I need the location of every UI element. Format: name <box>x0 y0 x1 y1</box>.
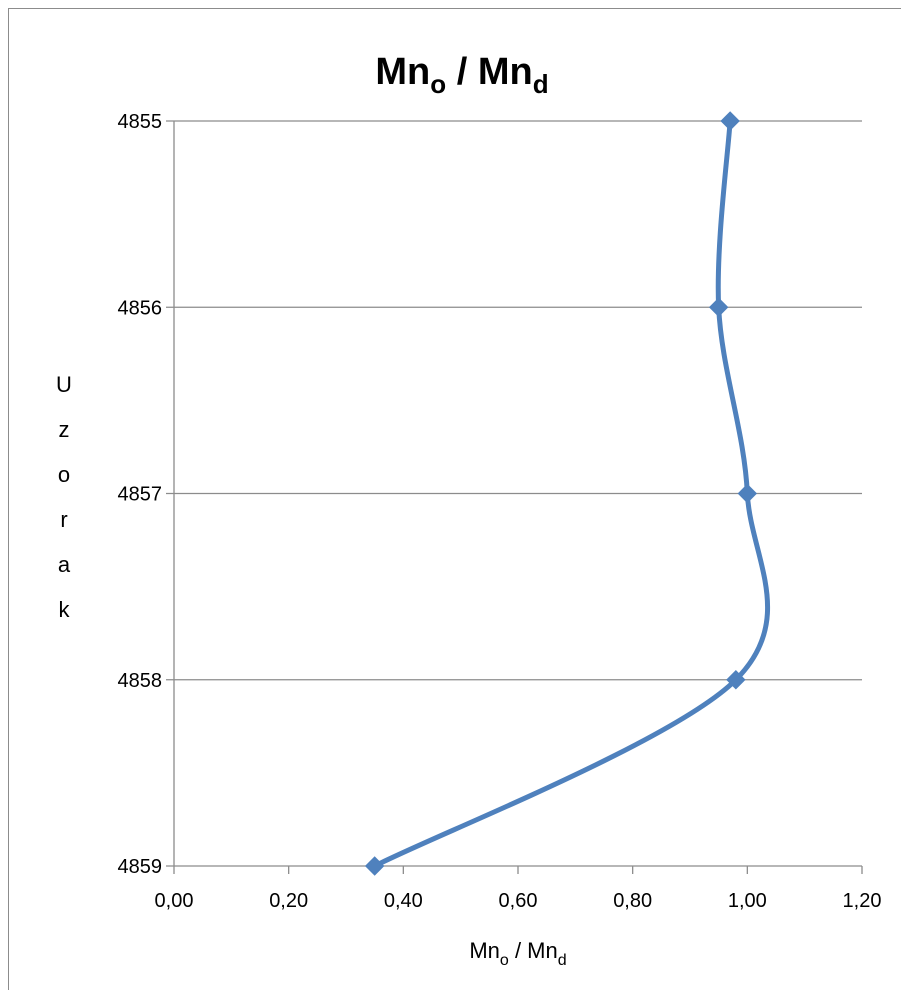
y-axis-title-letter: U <box>56 372 72 397</box>
y-axis-title-letter: z <box>59 417 70 442</box>
chart-title: Mno / Mnd <box>375 51 548 99</box>
x-tick-label: 0,60 <box>499 890 538 912</box>
y-tick-label: 4859 <box>118 856 163 878</box>
x-tick-label: 1,00 <box>728 890 767 912</box>
y-axis-title-letter: o <box>58 462 70 487</box>
y-tick-label: 4855 <box>118 111 163 133</box>
series-line-0 <box>372 118 771 869</box>
y-tick-label: 4857 <box>118 484 163 506</box>
y-tick-labels: 4855 4856 4857 4858 4859 <box>118 111 163 878</box>
chart-frame <box>8 8 901 990</box>
x-tick-labels: 0,00 0,20 0,40 0,60 0,80 1,00 1,20 <box>155 890 882 912</box>
data-point-4855 <box>720 111 740 131</box>
y-tick-label: 4856 <box>118 297 163 319</box>
x-tick-label: 1,20 <box>843 890 882 912</box>
data-point-4857 <box>737 483 758 504</box>
series-layer <box>364 111 771 876</box>
y-axis-title-letter: a <box>58 552 71 577</box>
x-tick-label: 0,20 <box>269 890 308 912</box>
x-tick-label: 0,00 <box>155 890 194 912</box>
y-axis-title-letter: r <box>60 507 67 532</box>
axes <box>173 121 863 874</box>
x-tick-label: 0,40 <box>384 890 423 912</box>
data-point-4858 <box>726 670 746 690</box>
data-point-4856 <box>708 297 729 317</box>
x-axis-title: Mno / Mnd <box>469 938 566 969</box>
gridlines <box>166 120 862 867</box>
x-tick-label: 0,80 <box>613 890 652 912</box>
y-tick-label: 4858 <box>118 670 163 692</box>
y-axis-title-letter: k <box>59 597 71 622</box>
data-point-4859 <box>364 856 385 876</box>
